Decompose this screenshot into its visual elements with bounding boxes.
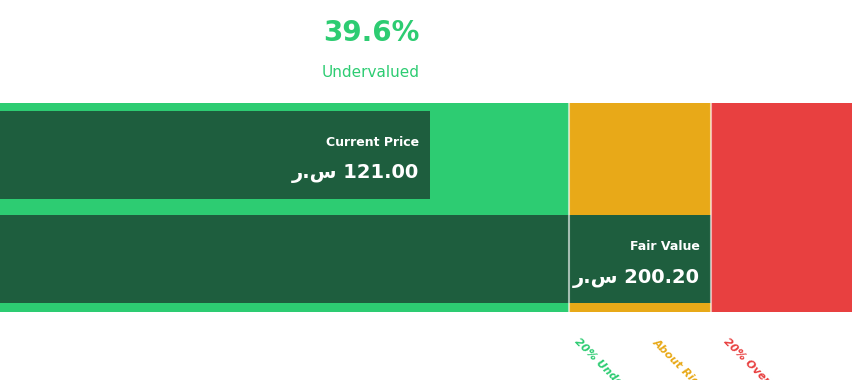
Bar [710, 103, 852, 312]
Text: 39.6%: 39.6% [323, 19, 418, 47]
Text: Fair Value: Fair Value [630, 240, 699, 253]
Bar [0, 111, 429, 199]
Text: Current Price: Current Price [325, 136, 418, 149]
Bar [0, 215, 710, 303]
Text: 20% Undervalued: 20% Undervalued [572, 337, 657, 380]
Text: ر.س 200.20: ر.س 200.20 [573, 269, 699, 288]
Text: About Right: About Right [649, 337, 710, 380]
Text: 20% Overvalued: 20% Overvalued [721, 337, 800, 380]
Text: Undervalued: Undervalued [322, 65, 419, 79]
Text: ر.س 121.00: ر.س 121.00 [291, 164, 418, 183]
Bar [0, 103, 568, 312]
Bar [568, 103, 710, 312]
